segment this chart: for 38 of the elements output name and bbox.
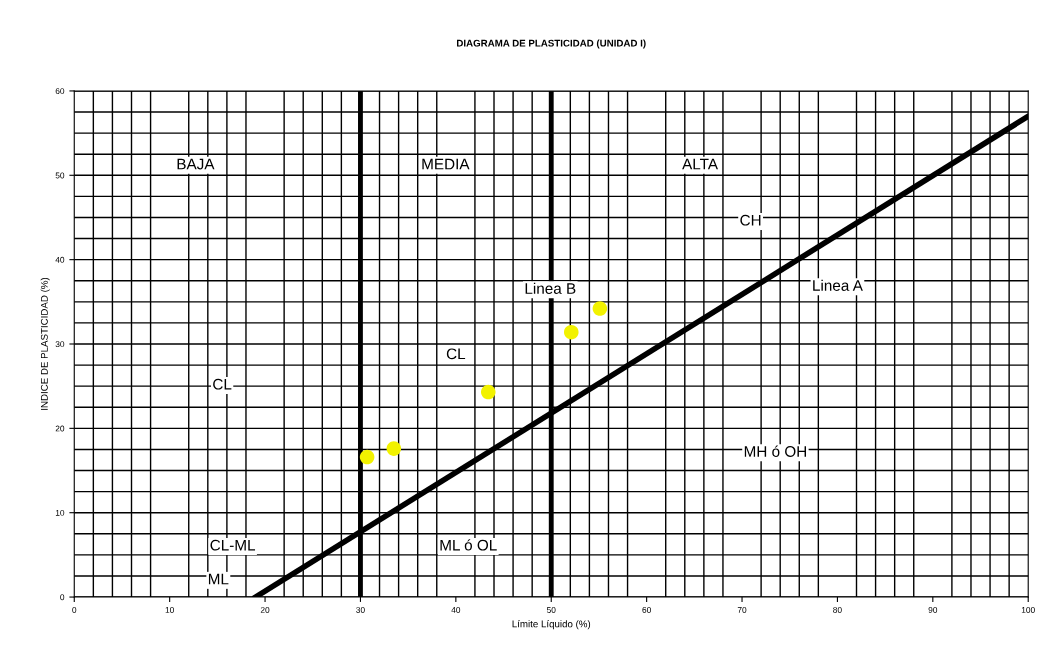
annotation: CH (740, 214, 761, 226)
point (359, 449, 375, 465)
x-tick-label: 0 (72, 607, 77, 613)
x-tick-label: 100 (1021, 607, 1035, 613)
annotation: MEDIA (422, 158, 470, 170)
annotation: Linea B (525, 282, 576, 294)
y-tick-label: 30 (55, 341, 65, 348)
point (592, 301, 608, 316)
point (386, 441, 402, 456)
annotation: CL (213, 378, 232, 390)
y-tick-label: 50 (55, 172, 65, 179)
annotation: ML (208, 573, 229, 585)
y-tick-label: 60 (55, 88, 65, 95)
x-tick-label: 40 (451, 607, 461, 613)
annotation: CL (446, 348, 466, 360)
x-tick-label: 60 (642, 607, 651, 613)
x-tick-label: 90 (928, 607, 938, 613)
y-tick-label: 20 (55, 425, 65, 432)
chart-title: DIAGRAMA DE PLASTICIDAD (UNIDAD I) (457, 39, 646, 49)
x-tick-label: 20 (260, 607, 270, 613)
point (563, 324, 579, 340)
x-tick-label: 70 (737, 607, 747, 613)
x-axis-title: Límite Líquido (%) (512, 620, 591, 630)
x-tick-label: 50 (546, 607, 556, 613)
annotation: MH ó OH (744, 445, 807, 457)
annotation: Linea A (813, 279, 863, 291)
y-tick-label: 0 (60, 594, 65, 601)
annotation: ALTA (682, 158, 719, 170)
annotation: BAJA (177, 158, 215, 170)
y-axis-title: INDICE DE PLASTICIDAD (%) (40, 277, 50, 410)
point (481, 384, 496, 400)
x-tick-label: 10 (165, 607, 174, 613)
x-tick-label: 30 (356, 607, 365, 613)
annotation: CL-ML (210, 539, 256, 551)
y-tick-label: 10 (55, 509, 65, 516)
annotation: ML ó OL (440, 539, 497, 551)
x-tick-label: 80 (833, 607, 842, 613)
y-tick-label: 40 (55, 256, 65, 263)
